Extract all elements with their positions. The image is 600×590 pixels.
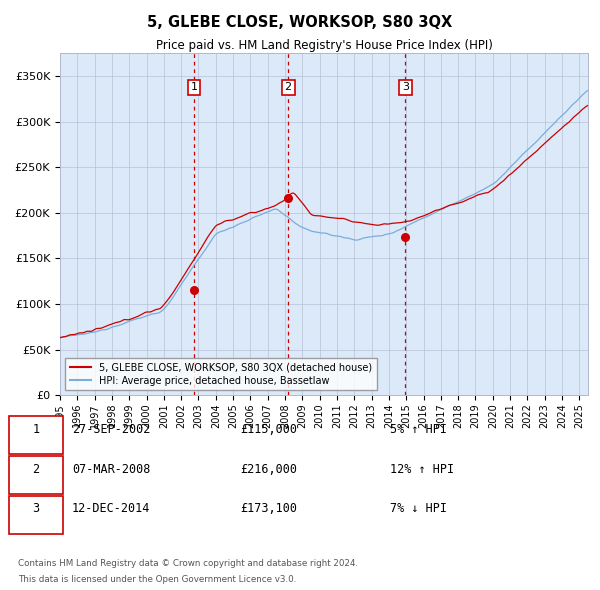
- Text: 3: 3: [32, 502, 40, 516]
- Text: £173,100: £173,100: [240, 502, 297, 516]
- Text: 5, GLEBE CLOSE, WORKSOP, S80 3QX: 5, GLEBE CLOSE, WORKSOP, S80 3QX: [148, 15, 452, 30]
- FancyBboxPatch shape: [9, 496, 63, 534]
- Text: 3: 3: [402, 83, 409, 92]
- Text: Contains HM Land Registry data © Crown copyright and database right 2024.: Contains HM Land Registry data © Crown c…: [18, 559, 358, 568]
- Text: 2: 2: [32, 463, 40, 476]
- Text: 12% ↑ HPI: 12% ↑ HPI: [390, 463, 454, 476]
- Text: 7% ↓ HPI: 7% ↓ HPI: [390, 502, 447, 516]
- FancyBboxPatch shape: [9, 455, 63, 494]
- Text: 5% ↑ HPI: 5% ↑ HPI: [390, 422, 447, 436]
- Text: 2: 2: [284, 83, 292, 92]
- Text: This data is licensed under the Open Government Licence v3.0.: This data is licensed under the Open Gov…: [18, 575, 296, 584]
- Text: 07-MAR-2008: 07-MAR-2008: [72, 463, 151, 476]
- Title: Price paid vs. HM Land Registry's House Price Index (HPI): Price paid vs. HM Land Registry's House …: [155, 39, 493, 52]
- Text: 1: 1: [190, 83, 197, 92]
- Text: 27-SEP-2002: 27-SEP-2002: [72, 422, 151, 436]
- Text: £115,000: £115,000: [240, 422, 297, 436]
- Legend: 5, GLEBE CLOSE, WORKSOP, S80 3QX (detached house), HPI: Average price, detached : 5, GLEBE CLOSE, WORKSOP, S80 3QX (detach…: [65, 358, 377, 391]
- FancyBboxPatch shape: [9, 416, 63, 454]
- Text: 12-DEC-2014: 12-DEC-2014: [72, 502, 151, 516]
- Text: 1: 1: [32, 422, 40, 436]
- Text: £216,000: £216,000: [240, 463, 297, 476]
